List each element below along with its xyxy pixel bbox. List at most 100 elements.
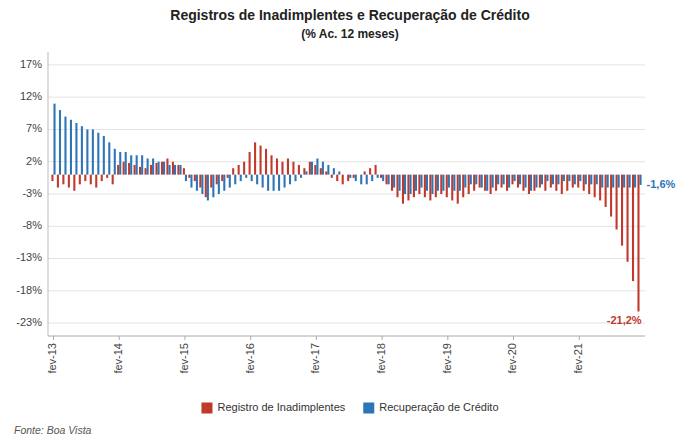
legend-label: Recuperação de Crédito xyxy=(379,401,498,413)
x-tick xyxy=(53,336,54,340)
bar xyxy=(514,175,516,181)
grid-line xyxy=(48,226,645,227)
x-tick-label: fev-15 xyxy=(178,343,190,374)
bar xyxy=(245,175,247,178)
bar xyxy=(629,175,631,188)
bar xyxy=(311,162,313,175)
bar xyxy=(533,175,535,191)
y-tick-label: -8% xyxy=(22,219,42,231)
bar xyxy=(544,175,546,191)
bar xyxy=(377,175,379,178)
bar xyxy=(185,175,187,181)
bar xyxy=(610,175,612,217)
bar xyxy=(309,162,311,175)
bar xyxy=(366,175,368,185)
bar xyxy=(517,175,519,188)
legend-swatch xyxy=(363,403,374,414)
grid-line xyxy=(48,258,645,259)
bar xyxy=(90,175,92,185)
bar xyxy=(525,175,527,188)
bar xyxy=(238,165,240,175)
grid xyxy=(48,65,645,323)
bar xyxy=(75,123,77,175)
bar xyxy=(579,175,581,181)
y-tick-label: -3% xyxy=(22,187,42,199)
bar xyxy=(566,175,568,191)
x-tick xyxy=(316,336,317,340)
bar xyxy=(407,175,409,201)
bar xyxy=(243,162,245,175)
bar xyxy=(380,175,382,178)
title: Registros de Inadimplentes e Recuperação… xyxy=(170,7,529,23)
bar xyxy=(468,175,470,194)
bar xyxy=(612,175,614,188)
bar xyxy=(338,171,340,174)
bar xyxy=(616,175,618,230)
bar xyxy=(112,175,114,185)
bar xyxy=(453,175,455,191)
bar xyxy=(287,159,289,175)
bar xyxy=(158,162,160,175)
bar xyxy=(506,175,508,191)
bar xyxy=(314,165,316,175)
bars xyxy=(51,104,641,312)
bar xyxy=(327,165,329,175)
bar xyxy=(254,142,256,174)
subtitle: (% Ac. 12 meses) xyxy=(301,27,399,41)
bar xyxy=(437,175,439,191)
bar xyxy=(605,175,607,207)
y-tick-label: 2% xyxy=(26,155,42,167)
legend-swatch xyxy=(201,403,212,414)
x-tick xyxy=(250,336,251,340)
bar xyxy=(331,175,333,178)
y-tick-label: -23% xyxy=(16,316,42,328)
annotations: -21,2%-1,6% xyxy=(607,178,676,327)
bar xyxy=(588,175,590,194)
bar xyxy=(522,175,524,191)
bar xyxy=(130,155,132,174)
bar xyxy=(273,175,275,191)
x-tick xyxy=(382,336,383,340)
bar xyxy=(590,175,592,185)
bar xyxy=(139,167,141,175)
y-tick-label: -13% xyxy=(16,251,42,263)
grid-line xyxy=(48,64,645,65)
bar xyxy=(59,110,61,175)
bar xyxy=(426,175,428,191)
bar xyxy=(492,175,494,188)
bar xyxy=(634,175,636,188)
bar xyxy=(563,175,565,181)
bar xyxy=(123,162,125,175)
bar xyxy=(473,175,475,191)
bar xyxy=(218,175,220,194)
bar xyxy=(577,175,579,188)
bar xyxy=(179,165,181,175)
bar xyxy=(470,175,472,185)
x-axis-line xyxy=(48,336,645,337)
y-tick-label: 17% xyxy=(20,58,42,70)
bar xyxy=(360,175,362,185)
bar xyxy=(442,175,444,191)
bar xyxy=(221,175,223,181)
bar xyxy=(440,175,442,194)
bar xyxy=(333,168,335,174)
bar xyxy=(541,175,543,185)
bar xyxy=(413,175,415,198)
bar xyxy=(70,120,72,175)
chart: Registros de Inadimplentes e Recuperação… xyxy=(0,0,700,442)
bar xyxy=(451,175,453,201)
bar xyxy=(199,175,201,188)
bar xyxy=(251,175,253,181)
grid-line xyxy=(48,129,645,130)
bar xyxy=(385,175,387,185)
bar xyxy=(294,175,296,181)
bar xyxy=(371,175,373,181)
bar xyxy=(320,168,322,174)
bar xyxy=(552,175,554,185)
bar xyxy=(256,175,258,185)
bar xyxy=(212,175,214,198)
bar xyxy=(415,175,417,191)
bar xyxy=(623,175,625,188)
y-axis-line xyxy=(48,52,49,336)
bar xyxy=(267,175,269,191)
